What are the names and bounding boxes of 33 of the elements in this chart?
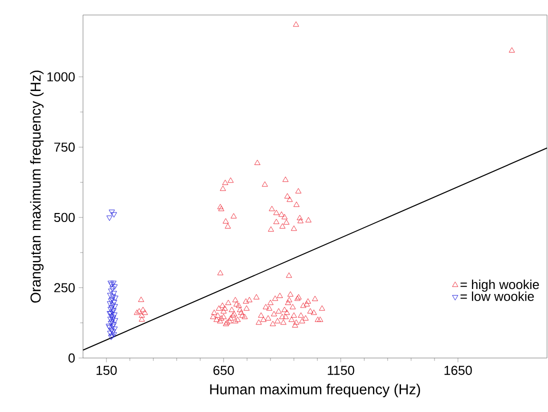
- point: [112, 284, 118, 290]
- point: [107, 330, 114, 336]
- point: [107, 292, 114, 298]
- point: [112, 318, 118, 324]
- point: [106, 216, 113, 221]
- y-tick-label: 250: [54, 283, 75, 292]
- point: [110, 290, 117, 296]
- legend-label: = high wookie: [460, 280, 539, 292]
- point: [110, 302, 116, 308]
- point: [112, 326, 118, 332]
- point: [110, 294, 116, 300]
- point: [112, 304, 118, 310]
- point: [110, 286, 116, 292]
- y-tick-label: 750: [54, 142, 75, 152]
- point: [108, 314, 114, 320]
- point: [111, 312, 118, 318]
- point: [106, 301, 113, 307]
- point: [107, 316, 114, 322]
- point: [108, 210, 115, 215]
- y-tick-label: 1000: [47, 72, 75, 82]
- x-tick-label: 150: [96, 366, 117, 375]
- x-tick-label: 1650: [444, 366, 472, 375]
- x-tick-label: 650: [213, 366, 234, 375]
- y-tick-label: 0: [68, 353, 75, 363]
- x-axis-title: Human maximum frequency (Hz): [210, 384, 420, 398]
- x-tick-label: 1150: [328, 366, 354, 375]
- point: [111, 300, 118, 306]
- point: [108, 288, 114, 294]
- y-axis-title: Orangutan maximum frequency (Hz): [30, 70, 44, 303]
- legend-label: = low wookie: [460, 291, 534, 301]
- y-tick-label: 500: [54, 212, 75, 222]
- point: [110, 212, 117, 218]
- point: [112, 296, 118, 302]
